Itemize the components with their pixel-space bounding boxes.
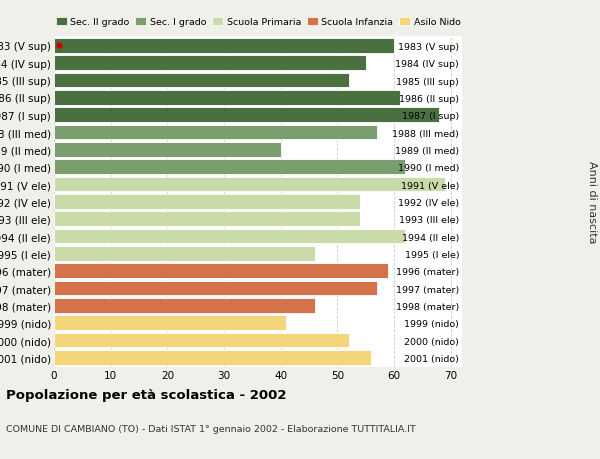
Bar <box>54 195 360 209</box>
Bar <box>54 177 445 192</box>
Bar <box>54 160 406 175</box>
Bar <box>54 298 314 313</box>
Bar <box>54 281 377 296</box>
Bar <box>54 73 349 88</box>
Bar <box>54 143 281 157</box>
Legend: Sec. II grado, Sec. I grado, Scuola Primaria, Scuola Infanzia, Asilo Nido: Sec. II grado, Sec. I grado, Scuola Prim… <box>53 16 463 29</box>
Bar <box>54 229 406 244</box>
Text: Popolazione per età scolastica - 2002: Popolazione per età scolastica - 2002 <box>6 388 287 401</box>
Bar <box>54 316 286 330</box>
Bar <box>54 39 394 54</box>
Bar <box>54 246 314 261</box>
Bar <box>54 264 388 279</box>
Bar <box>54 108 439 123</box>
Bar <box>54 333 349 348</box>
Text: Anni di nascita: Anni di nascita <box>587 161 597 243</box>
Bar <box>54 125 377 140</box>
Text: COMUNE DI CAMBIANO (TO) - Dati ISTAT 1° gennaio 2002 - Elaborazione TUTTITALIA.I: COMUNE DI CAMBIANO (TO) - Dati ISTAT 1° … <box>6 425 416 434</box>
Bar <box>54 350 371 365</box>
Bar <box>54 91 400 106</box>
Bar <box>54 212 360 227</box>
Bar <box>54 56 365 71</box>
